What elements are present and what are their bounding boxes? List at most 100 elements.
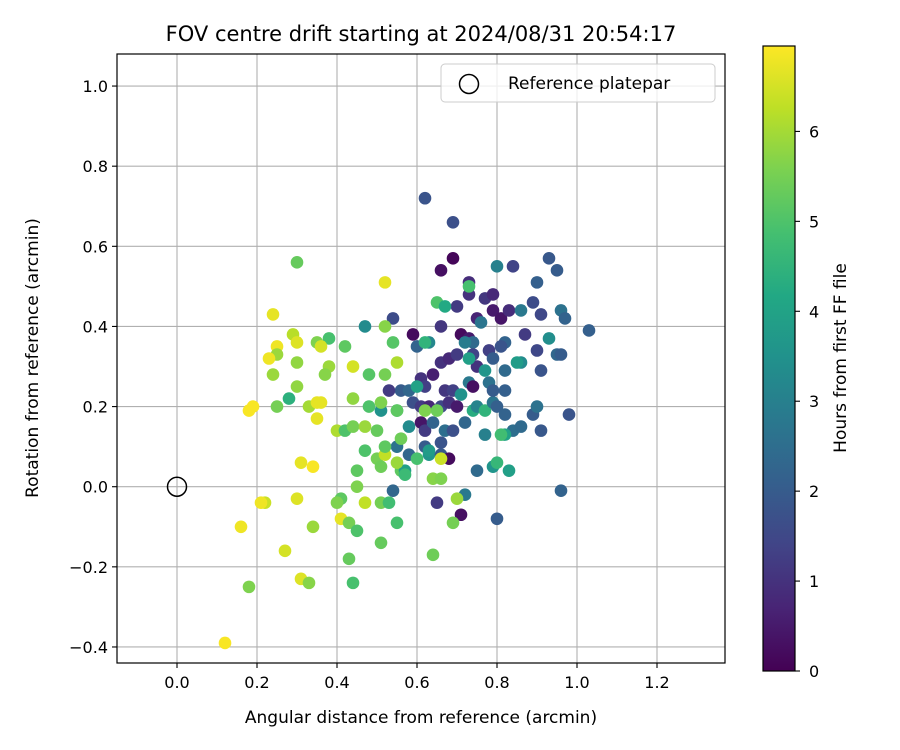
- data-point: [462, 352, 476, 365]
- data-point: [218, 636, 232, 650]
- data-point: [434, 320, 448, 333]
- data-point: [290, 256, 304, 269]
- data-point: [510, 356, 524, 369]
- colorbar-ticks: 0 1 2 3 4 5 6: [795, 122, 819, 681]
- data-point: [394, 432, 408, 445]
- data-point: [330, 496, 344, 510]
- data-point: [450, 348, 464, 361]
- legend: Reference platepar: [440, 63, 716, 103]
- colorbar: 0 1 2 3 4 5 6 Hours from first FF file: [762, 45, 851, 681]
- data-point: [418, 336, 432, 349]
- x-tick-label: 0.6: [404, 673, 429, 692]
- data-point: [478, 404, 492, 417]
- colorbar-tick-label: 5: [809, 212, 819, 231]
- x-tick-label: 0.2: [244, 673, 269, 692]
- data-point: [362, 368, 376, 381]
- data-point: [490, 400, 504, 413]
- colorbar-tick-label: 4: [809, 302, 819, 321]
- data-point: [410, 452, 424, 465]
- data-point: [374, 460, 388, 473]
- x-tick-label: 0.4: [324, 673, 349, 692]
- data-point: [430, 404, 444, 417]
- data-point: [534, 424, 548, 437]
- data-point: [370, 424, 384, 437]
- data-point: [290, 336, 304, 349]
- x-axis-label: Angular distance from reference (arcmin): [245, 708, 597, 728]
- data-point: [498, 384, 512, 397]
- data-point: [278, 544, 292, 558]
- y-tick-label: −0.4: [69, 638, 108, 657]
- data-point: [270, 400, 284, 413]
- data-point: [386, 312, 400, 325]
- colorbar-tick-label: 2: [809, 482, 819, 501]
- data-point: [542, 252, 556, 265]
- data-point: [494, 428, 508, 441]
- data-point: [322, 332, 336, 345]
- x-tick-label: 0.0: [164, 673, 189, 692]
- data-point: [306, 520, 320, 534]
- data-point: [434, 452, 448, 465]
- data-point: [486, 304, 500, 317]
- data-point: [494, 340, 508, 353]
- data-point: [398, 468, 412, 481]
- data-point: [346, 360, 360, 373]
- data-point: [486, 288, 500, 301]
- data-point: [378, 276, 392, 289]
- colorbar-tick-label: 6: [809, 122, 819, 141]
- data-point: [314, 340, 328, 353]
- data-point: [306, 460, 320, 473]
- data-point: [418, 191, 432, 205]
- data-point: [494, 312, 508, 325]
- data-point: [350, 464, 364, 477]
- data-point: [302, 576, 316, 590]
- data-point: [358, 496, 372, 510]
- data-point: [458, 336, 472, 349]
- data-point: [290, 492, 304, 506]
- data-point: [534, 364, 548, 377]
- x-axis-ticks: 0.0 0.2 0.4 0.6 0.8 1.0 1.2: [164, 663, 670, 692]
- data-point: [434, 436, 448, 449]
- data-point: [550, 264, 564, 277]
- data-point: [486, 352, 500, 365]
- data-point: [514, 420, 528, 433]
- data-point: [350, 480, 364, 494]
- data-point: [454, 508, 468, 522]
- data-point: [262, 352, 276, 365]
- data-point: [234, 520, 248, 534]
- reference-platepar-marker: [166, 476, 188, 497]
- data-point: [466, 380, 480, 393]
- data-point: [426, 548, 440, 562]
- data-point: [378, 368, 392, 381]
- data-point: [346, 576, 360, 590]
- data-point: [422, 444, 436, 457]
- y-tick-label: 0.4: [83, 317, 108, 336]
- legend-marker-reference: [458, 73, 480, 95]
- data-point: [390, 456, 404, 469]
- data-point: [582, 324, 596, 337]
- data-point: [562, 408, 576, 421]
- data-point: [426, 416, 440, 429]
- data-point: [450, 492, 464, 506]
- data-point: [530, 276, 544, 289]
- data-point: [490, 260, 504, 273]
- data-points: [218, 191, 596, 650]
- y-tick-label: 0.0: [83, 478, 108, 497]
- data-point: [426, 368, 440, 381]
- data-point: [342, 552, 356, 566]
- data-point: [374, 536, 388, 550]
- data-point: [402, 420, 416, 433]
- colorbar-frame: [762, 45, 796, 672]
- data-point: [294, 456, 308, 469]
- y-tick-label: 0.8: [83, 157, 108, 176]
- data-point: [358, 444, 372, 457]
- data-point: [346, 420, 360, 433]
- x-tick-label: 0.8: [484, 673, 509, 692]
- x-tick-label: 1.2: [644, 673, 669, 692]
- data-point: [418, 404, 432, 417]
- data-point: [446, 516, 460, 530]
- data-point: [502, 464, 516, 477]
- data-point: [266, 368, 280, 381]
- plot-frame: [116, 53, 726, 664]
- data-point: [350, 524, 364, 538]
